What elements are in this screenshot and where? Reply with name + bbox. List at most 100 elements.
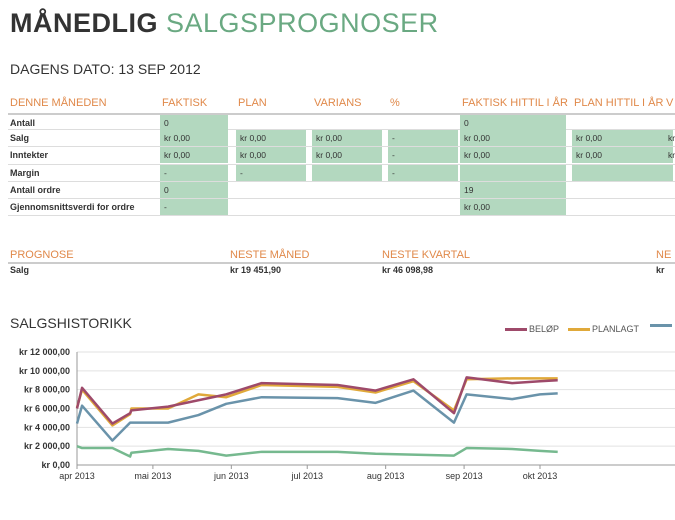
column-header: FAKTISK HITTIL I ÅR xyxy=(462,97,568,109)
legend-swatch xyxy=(505,327,527,331)
current-date: DAGENS DATO: 13 SEP 2012 xyxy=(10,61,201,77)
x-tick-label: apr 2013 xyxy=(59,471,95,481)
x-tick-label: sep 2013 xyxy=(446,471,483,481)
table-cell xyxy=(236,115,306,131)
table-cell: kr 0,00 xyxy=(312,130,382,147)
table-cell xyxy=(664,199,673,215)
table-row: Inntekter kr 0,00 kr 0,00 kr 0,00- kr 0,00 kr… xyxy=(8,147,675,165)
table-cell: 19 xyxy=(460,181,566,198)
forecast-value: kr xyxy=(656,265,665,275)
y-tick-label: kr 10 000,00 xyxy=(19,366,70,376)
table-row: Antall ordre 0 19 xyxy=(8,181,675,199)
forecast-divider xyxy=(8,262,675,264)
column-header: PLAN HITTIL I ÅR xyxy=(574,97,664,109)
table-cell: 0 xyxy=(460,115,566,131)
y-tick-label: kr 0,00 xyxy=(41,460,70,470)
forecast-column-header: PROGNOSE xyxy=(10,249,74,261)
legend-label: BELØP xyxy=(529,324,560,334)
y-tick-label: kr 2 000,00 xyxy=(24,441,70,451)
table-cell xyxy=(572,199,664,215)
row-label: Inntekter xyxy=(10,150,49,161)
table-cell: - xyxy=(388,147,458,164)
table-cell xyxy=(312,182,382,198)
table-row: Gjennomsnittsverdi for ordre - kr 0,00 xyxy=(8,198,675,217)
table-cell: kr 0,00 xyxy=(460,147,566,164)
y-tick-label: kr 8 000,00 xyxy=(24,385,70,395)
table-cell xyxy=(236,182,306,198)
column-header: VARIANS xyxy=(314,97,362,109)
legend-swatch xyxy=(568,327,590,331)
x-tick-label: jul 2013 xyxy=(290,471,323,481)
table-cell: - xyxy=(160,164,228,181)
table-cell: kr 0,00 xyxy=(312,147,382,164)
table-cell xyxy=(388,115,458,131)
table-cell xyxy=(664,182,673,198)
table-cell: kr 0,00 xyxy=(572,147,664,164)
table-cell xyxy=(664,164,673,181)
column-header: DENNE MÅNEDEN xyxy=(10,97,107,109)
table-cell: kr 0,00 xyxy=(236,130,306,147)
series-line xyxy=(75,389,558,442)
table-cell: kr 0,00 xyxy=(236,147,306,164)
table-cell xyxy=(460,164,566,181)
column-header: FAKTISK xyxy=(162,97,208,109)
table-cell xyxy=(664,115,673,131)
forecast-column-header: NESTE KVARTAL xyxy=(382,249,471,261)
row-label: Antall xyxy=(10,118,36,128)
page-title: MÅNEDLIG SALGSPROGNOSER xyxy=(10,8,439,38)
table-cell: 0 xyxy=(160,115,228,131)
table-cell: kr xyxy=(664,130,675,147)
y-tick-label: kr 12 000,00 xyxy=(19,347,70,357)
table-cell: kr 0,00 xyxy=(460,130,566,147)
table-cell xyxy=(388,182,458,198)
forecast-column-header: NESTE MÅNED xyxy=(230,249,310,261)
table-cell: kr 0,00 xyxy=(160,130,228,147)
y-tick-label: kr 4 000,00 xyxy=(24,422,70,432)
table-cell xyxy=(312,164,382,181)
table-cell: - xyxy=(236,164,306,181)
forecast-column-header: NE xyxy=(656,249,672,261)
table-cell xyxy=(312,115,382,131)
chart-title: SALGSHISTORIKK xyxy=(10,315,132,331)
legend-label: PLANLAGT xyxy=(592,324,640,334)
legend-item: PLANLAGT xyxy=(568,324,639,334)
table-cell: - xyxy=(160,198,228,215)
column-header: PLAN xyxy=(238,97,267,109)
y-tick-label: kr 6 000,00 xyxy=(24,404,70,414)
x-tick-label: mai 2013 xyxy=(134,471,171,481)
table-cell xyxy=(312,199,382,215)
table-cell xyxy=(572,164,664,181)
table-cell: kr xyxy=(664,147,675,164)
month-table: Antall 0 0 Salg kr 0,00 kr 0,00 kr 0,00- kr 0,0… xyxy=(8,113,675,217)
forecast-row-label: Salg xyxy=(10,265,30,275)
x-tick-label: aug 2013 xyxy=(367,471,405,481)
table-cell xyxy=(388,199,458,215)
table-cell xyxy=(572,115,664,131)
x-tick-label: okt 2013 xyxy=(523,471,558,481)
row-label: Margin xyxy=(10,167,40,178)
legend-item xyxy=(650,324,674,327)
row-label: Antall ordre xyxy=(10,184,61,195)
table-cell xyxy=(236,199,306,215)
table-cell: kr 0,00 xyxy=(160,147,228,164)
forecast-value: kr 46 098,98 xyxy=(382,265,434,275)
series-line xyxy=(75,376,558,425)
series-line xyxy=(76,444,558,458)
sales-history-chart: kr 0,00 kr 2 000,00 kr 4 000,00 kr 6 000,00… xyxy=(19,347,675,481)
row-label: Gjennomsnittsverdi for ordre xyxy=(10,201,135,212)
row-label: Salg xyxy=(10,133,30,144)
table-row: Antall 0 0 xyxy=(8,113,675,131)
forecast-value: kr 19 451,90 xyxy=(230,265,282,275)
table-cell: kr 0,00 xyxy=(572,130,664,147)
column-header: % xyxy=(390,97,400,109)
column-header: V xyxy=(666,97,674,109)
table-cell: - xyxy=(388,164,458,181)
table-cell xyxy=(572,182,664,198)
table-cell: 0 xyxy=(160,181,228,198)
table-cell: - xyxy=(388,130,458,147)
legend-item: BELØP xyxy=(505,324,559,334)
table-row: Salg kr 0,00 kr 0,00 kr 0,00- kr 0,00 kr 0,00… xyxy=(8,130,675,148)
table-row: Margin - - - xyxy=(8,164,675,182)
x-tick-label: jun 2013 xyxy=(213,471,249,481)
table-cell: kr 0,00 xyxy=(460,198,566,215)
